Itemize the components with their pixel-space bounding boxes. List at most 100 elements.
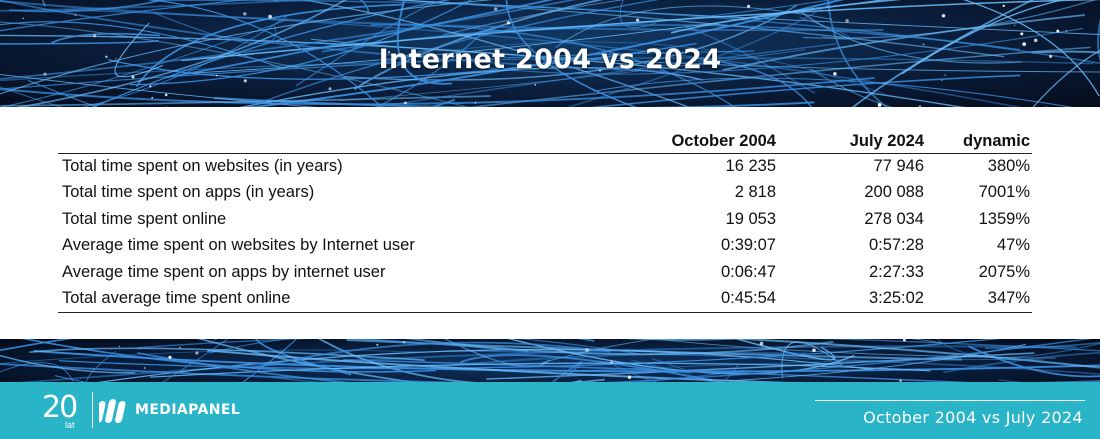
network-line [802,0,1097,39]
network-line [734,339,836,361]
star-dot [636,18,640,22]
network-line [507,339,855,375]
star-dot [493,7,498,11]
star-dot [899,379,902,382]
table-header-row: October 2004 July 2024 dynamic [58,127,1032,154]
table-row: Average time spent on websites by Intern… [58,233,1032,260]
network-line [0,0,665,73]
network-background-graphic [0,339,1100,382]
star-dot [43,72,47,76]
network-line [59,339,1002,370]
network-line [943,351,1100,374]
network-line [396,0,452,85]
network-line [0,21,470,107]
star-dot [115,58,117,60]
cell-october-2004: 19 053 [725,209,776,228]
star-dot [944,74,946,76]
network-line [16,0,347,107]
lower-banner [0,339,1100,382]
network-line [81,13,290,107]
table-row: Average time spent on apps by internet u… [58,259,1032,286]
header-banner: Internet 2004 vs 2024 [0,0,1100,107]
cell-october-2004: 0:39:07 [720,236,776,255]
cell-july-2024: 0:57:28 [868,236,924,255]
star-dot [759,341,764,346]
cell-july-2024: 3:25:02 [778,285,926,313]
network-line [827,0,888,107]
star-dot [268,14,272,19]
cell-dynamic: 47% [996,236,1030,255]
row-label: Total time spent on websites (in years) [62,157,343,175]
star-dot [215,74,218,77]
row-label: Average time spent on websites by Intern… [62,236,415,255]
star-dot [118,345,121,348]
star-dot [534,84,537,86]
star-dot [179,346,181,349]
mediapanel-logo-icon [99,399,126,423]
network-line [97,348,874,382]
star-dot [506,21,511,25]
network-line [404,339,834,356]
star-dot [22,17,25,20]
star-dot [833,72,837,76]
star-dot [585,348,589,352]
network-line [722,14,1085,71]
network-line [91,0,451,107]
star-dot [376,343,379,346]
network-line [0,39,159,45]
network-line [246,0,844,107]
column-header-label [58,127,594,154]
network-line [108,42,697,80]
network-line [242,339,298,382]
network-line [0,0,577,80]
network-line [552,361,583,382]
network-line [0,0,494,95]
star-dot [918,105,922,107]
network-line [0,0,248,32]
star-dot [1065,30,1068,32]
star-dot [747,4,751,8]
network-line [623,339,744,341]
row-label: Total time spent on apps (in years) [62,183,315,202]
network-line [146,0,383,107]
network-line [725,339,1100,369]
star-dot [388,51,391,54]
network-line [962,0,1100,97]
network-line [251,341,611,370]
network-line [630,357,692,374]
network-line [0,0,884,32]
network-line [1032,49,1100,107]
network-line [137,352,350,382]
network-line [0,21,280,68]
star-dot [610,360,614,364]
star-dot [812,348,816,353]
network-line [589,74,1021,107]
cell-october-2004: 16 235 [725,157,776,175]
star-dot [74,14,77,16]
star-dot [1056,29,1060,33]
star-dot [922,43,925,46]
network-line [652,339,1056,359]
star-dot [1013,24,1016,26]
cell-dynamic: 347% [926,285,1032,313]
network-line [295,1,438,87]
star-dot [941,79,943,81]
network-line [1031,50,1100,54]
network-line [372,43,837,107]
network-line [604,339,1092,382]
network-line [0,74,316,107]
network-line [129,0,473,86]
network-line [9,0,167,13]
content-panel: October 2004 July 2024 dynamic Total tim… [0,107,1100,339]
network-line [255,339,352,376]
star-dot [1002,4,1005,8]
network-line [65,9,1022,107]
network-line [851,0,1035,107]
network-line [446,41,892,98]
network-line [684,25,816,94]
network-line [301,0,691,107]
network-line [0,76,875,106]
star-dot [598,69,602,72]
table-row: Total time spent on apps (in years) 2 81… [58,180,1032,207]
cell-october-2004: 2 818 [734,183,776,202]
